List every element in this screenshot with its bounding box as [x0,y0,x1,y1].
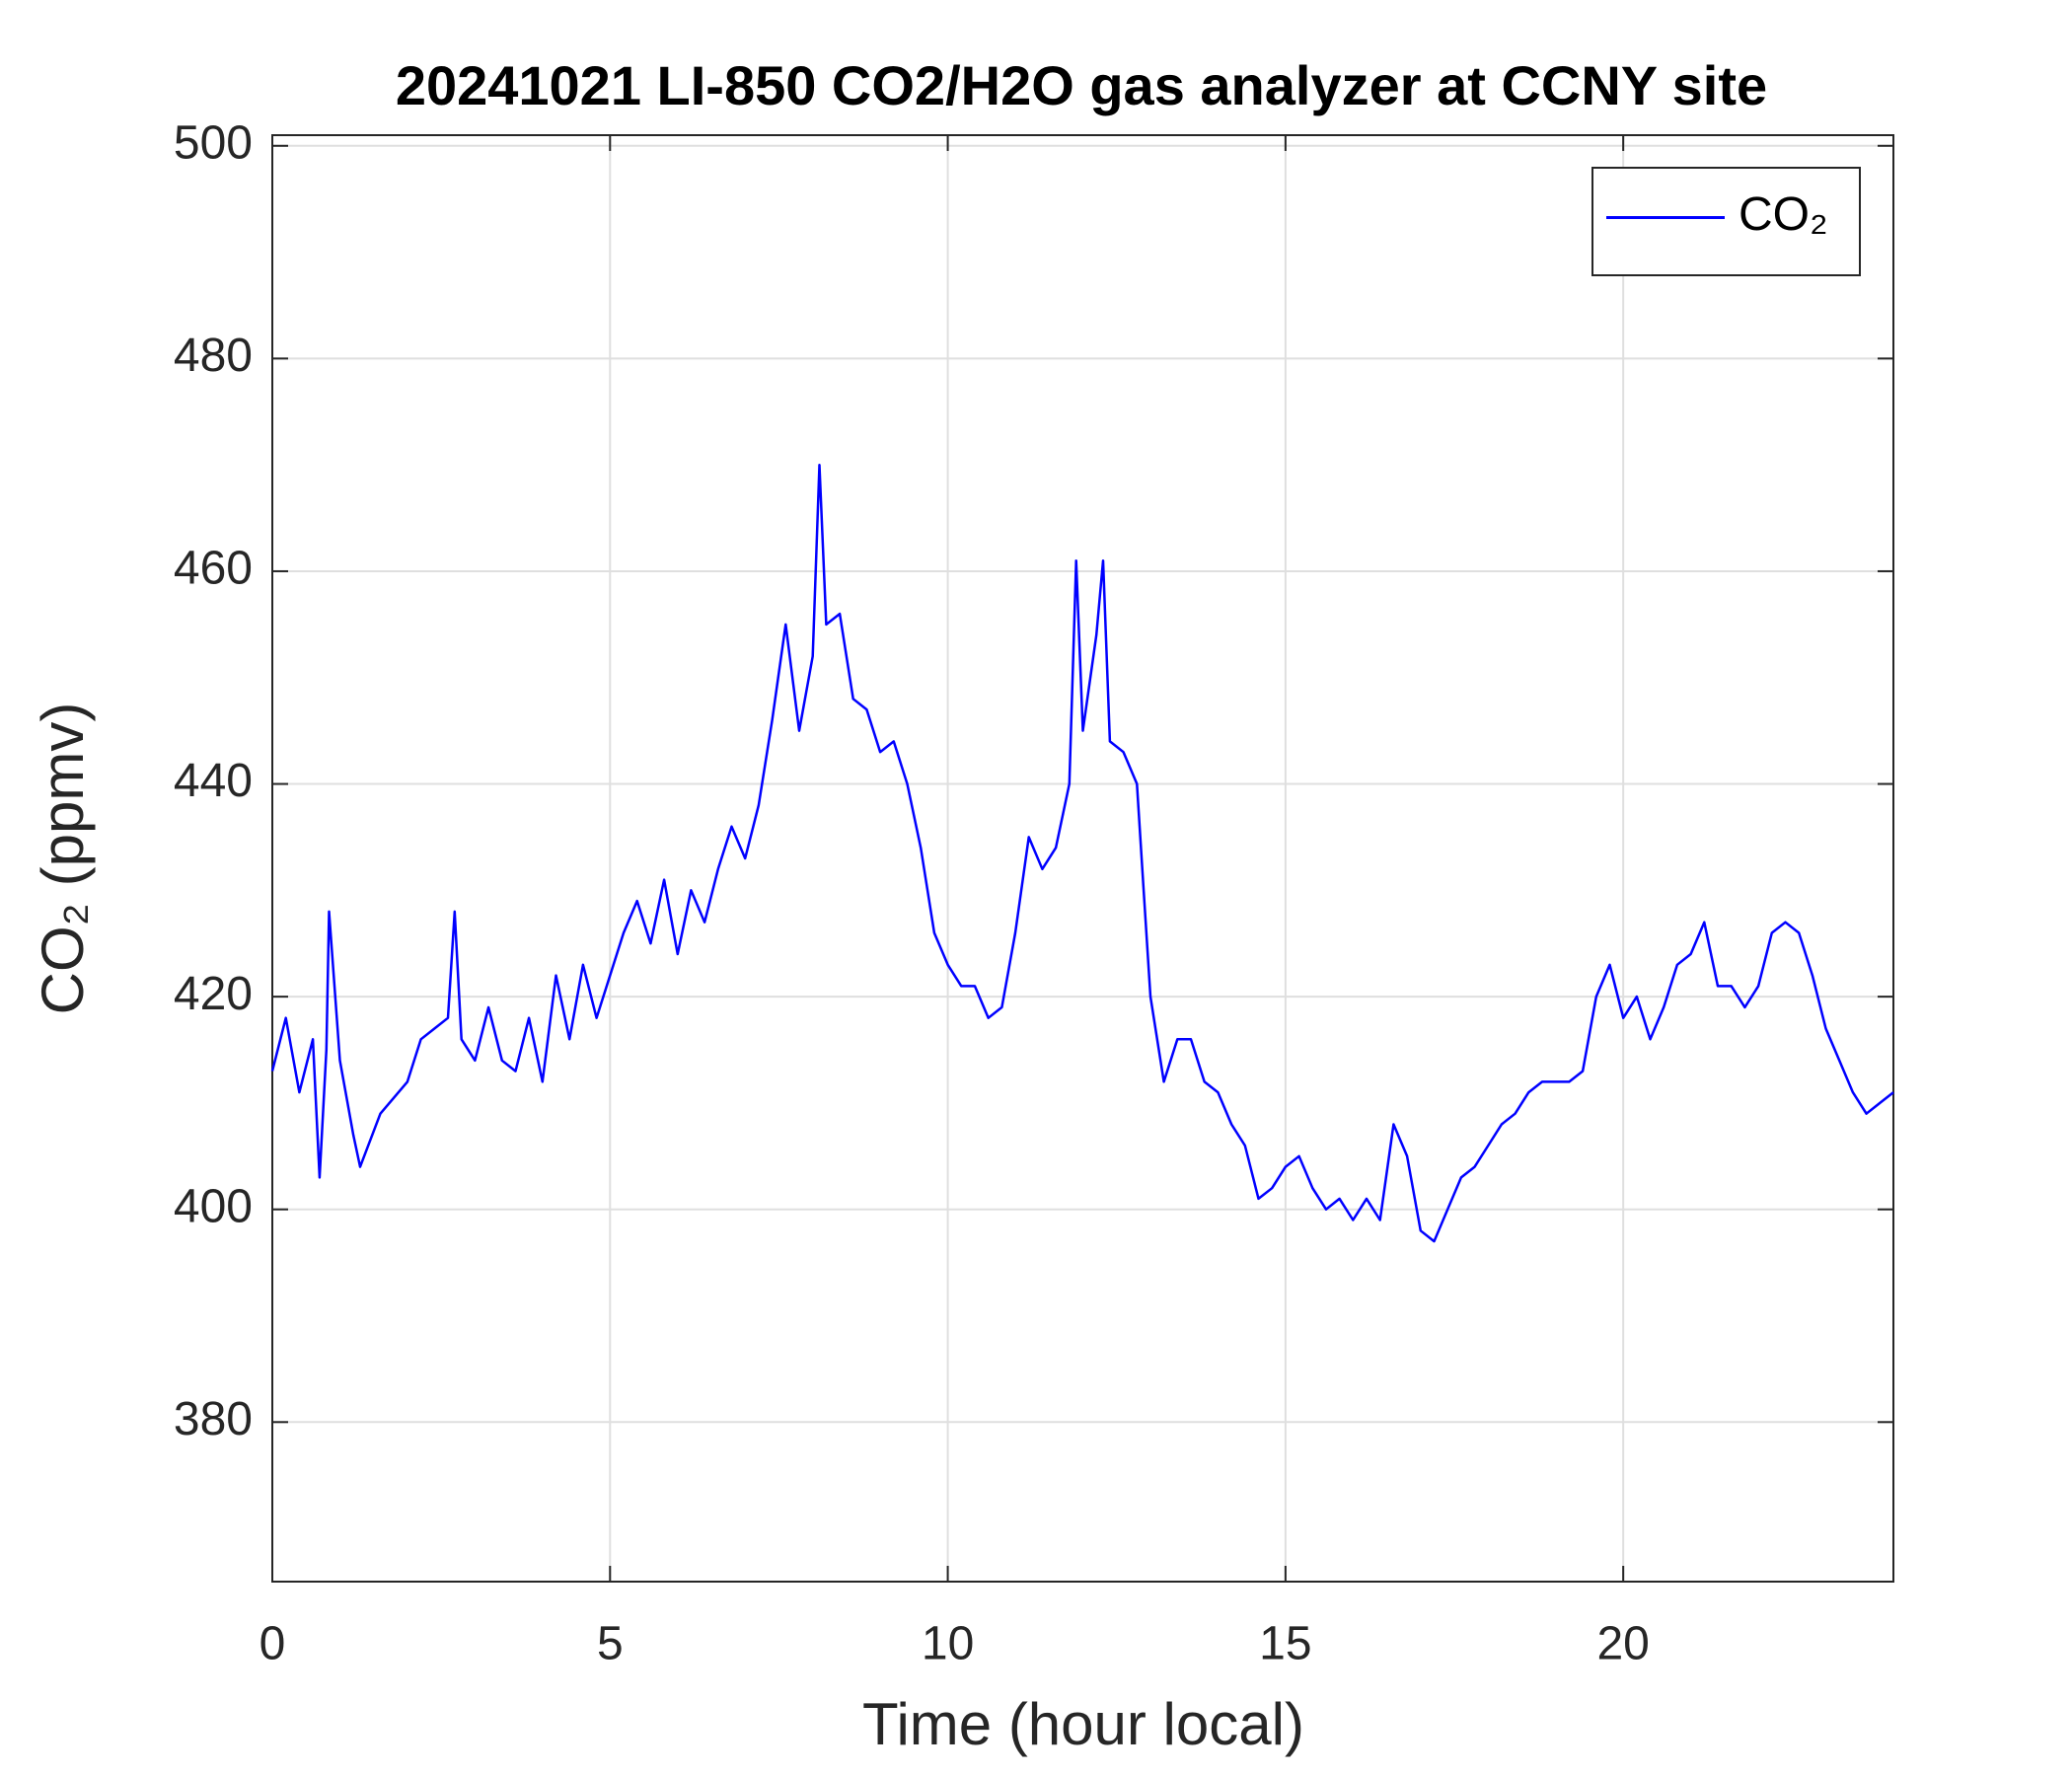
data-line [270,463,1894,1243]
x-tick-label: 20 [1596,1618,1649,1670]
legend-label: CO₂ [1739,188,1828,241]
x-axis-label: Time (hour local) [862,1691,1304,1757]
y-tick-label: 460 [174,543,253,595]
y-tick-label: 500 [174,116,253,169]
y-tick-label: 380 [174,1393,253,1445]
y-axis-label: CO₂ (ppmv) [30,703,96,1015]
x-tick-label: 0 [259,1618,286,1670]
x-tick-label: 5 [597,1618,624,1670]
plot-frame [271,134,1894,1583]
plot-area [272,135,1893,1582]
legend-box [1591,167,1861,276]
chart-title: 20241021 LI-850 CO2/H2O gas analyzer at … [396,54,1767,116]
x-tick-label: 10 [922,1618,974,1670]
y-tick-label: 480 [174,330,253,382]
y-tick-label: 400 [174,1180,253,1232]
x-tick-label: 15 [1259,1618,1311,1670]
y-tick-label: 440 [174,755,253,807]
y-tick-label: 420 [174,968,253,1020]
